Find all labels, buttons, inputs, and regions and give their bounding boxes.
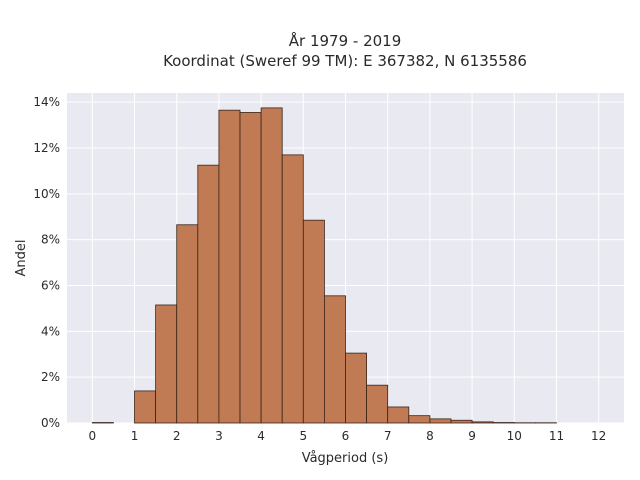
x-tick-label: 0: [88, 429, 96, 443]
histogram-bar: [408, 415, 431, 424]
x-tick-label: 4: [257, 429, 265, 443]
y-tick-label: 2%: [41, 370, 60, 384]
x-axis-ticks: 0 1 2 3 4 5 6 7 8 9 10 11 12: [88, 429, 606, 443]
y-tick-label: 12%: [33, 141, 60, 155]
x-axis-label: Vågperiod (s): [302, 451, 389, 466]
x-tick-label: 11: [549, 429, 564, 443]
histogram-bar: [302, 219, 325, 424]
y-tick-label: 0%: [41, 416, 60, 430]
y-tick-label: 8%: [41, 233, 60, 247]
y-axis-label: Andel: [14, 240, 29, 277]
histogram-bar: [471, 421, 494, 424]
chart-title-line2: Koordinat (Sweref 99 TM): E 367382, N 61…: [163, 52, 527, 70]
y-tick-label: 10%: [33, 187, 60, 201]
x-tick-label: 3: [215, 429, 223, 443]
x-tick-label: 7: [384, 429, 392, 443]
x-tick-label: 1: [131, 429, 139, 443]
histogram-bar: [281, 154, 304, 424]
chart-title-line1: År 1979 - 2019: [289, 31, 402, 50]
histogram-bar: [218, 109, 241, 424]
x-tick-label: 12: [591, 429, 606, 443]
histogram-bar: [176, 224, 199, 424]
histogram-bar: [324, 295, 346, 424]
histogram-bar: [155, 304, 178, 424]
histogram-bars: [91, 107, 557, 424]
x-tick-label: 9: [468, 429, 476, 443]
x-tick-label: 10: [507, 429, 522, 443]
histogram-bar: [239, 112, 262, 424]
y-tick-label: 6%: [41, 279, 60, 293]
histogram-bar: [345, 352, 367, 424]
y-axis-ticks: 0% 2% 4% 6% 8% 10% 12% 14%: [33, 95, 60, 430]
y-tick-label: 14%: [33, 95, 60, 109]
histogram-bar: [260, 107, 283, 424]
x-tick-label: 6: [342, 429, 350, 443]
x-tick-label: 8: [426, 429, 434, 443]
histogram-bar: [450, 419, 473, 424]
histogram-bar: [134, 390, 157, 424]
x-tick-label: 2: [173, 429, 181, 443]
histogram-bar: [429, 418, 452, 424]
histogram-bar: [197, 164, 220, 424]
x-tick-label: 5: [299, 429, 307, 443]
histogram-bar: [366, 384, 389, 424]
histogram-bar: [387, 406, 410, 424]
y-tick-label: 4%: [41, 324, 60, 338]
